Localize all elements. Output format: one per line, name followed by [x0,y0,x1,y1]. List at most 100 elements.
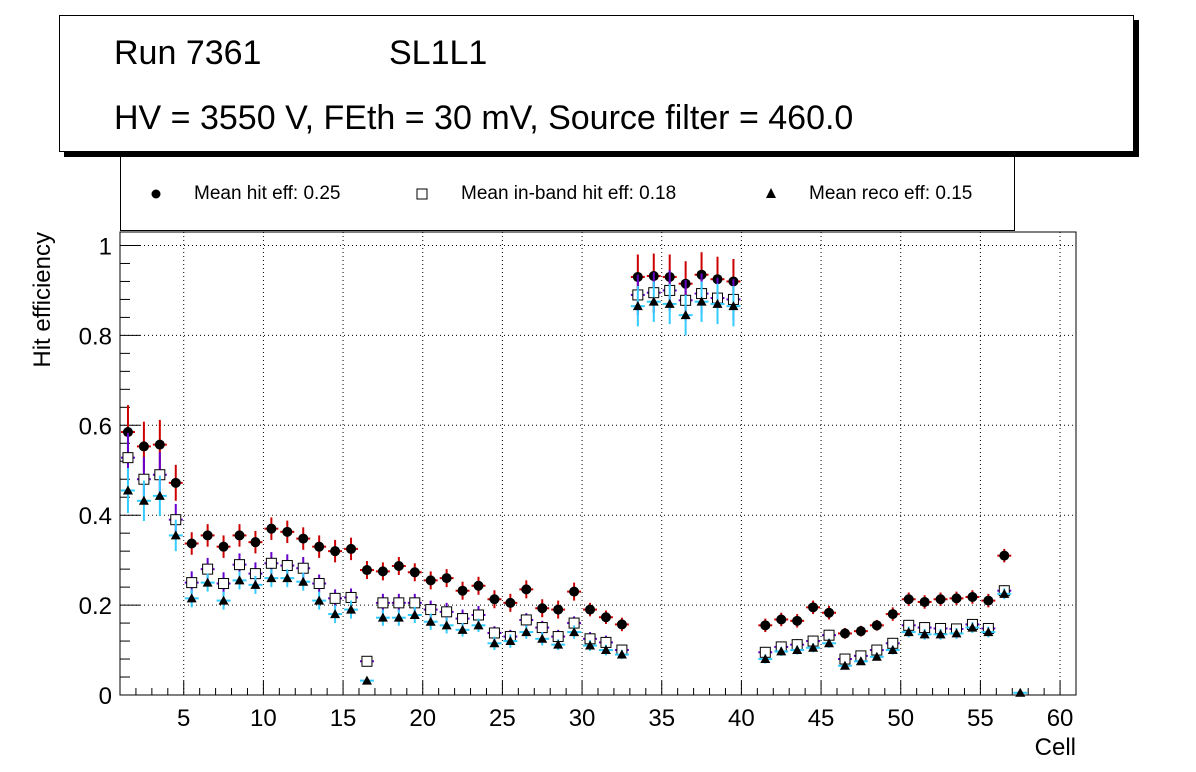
legend-inband-label: Mean in-band hit eff: 0.18 [461,183,677,204]
legend-hit-marker-icon [151,189,161,199]
data-point [537,633,548,643]
data-point [218,578,230,590]
data-point [776,614,787,625]
data-point [999,550,1010,561]
data-point [330,546,341,557]
data-point [202,577,213,587]
data-point [489,594,500,605]
data-point [585,604,596,615]
data-point [457,585,468,596]
x-tick-label: 40 [728,705,755,732]
data-point [377,566,388,577]
data-point [441,606,453,618]
data-point [234,559,245,571]
grid [120,232,1076,695]
data-point [266,573,277,583]
data-point [154,490,165,500]
data-point [616,619,627,630]
x-tick-label: 15 [330,705,357,732]
data-point [903,594,914,605]
data-point [393,560,404,571]
data-point [808,602,819,613]
data-point [776,646,787,656]
y-tick-label: 0.8 [79,323,112,350]
data-point [234,575,245,585]
data-point [616,649,627,659]
data-point [792,645,803,655]
data-point [887,645,898,655]
x-tick-label: 30 [569,705,596,732]
data-point [600,645,611,655]
data-point [792,615,803,626]
data-point [728,301,739,311]
plot-frame [119,231,1077,696]
data-point [218,541,229,552]
data-point [935,594,946,605]
data-point [409,597,421,609]
data-point [521,584,532,595]
data-point [154,439,165,450]
data-point [520,614,532,626]
data-point [553,604,564,615]
data-point [919,596,930,607]
data-point [314,595,325,605]
data-point [983,627,994,637]
data-point [202,563,214,575]
data-point [488,627,500,639]
run-label: Run 7361 [114,34,262,72]
data-point [313,578,325,590]
data-point [377,612,388,622]
data-point [983,595,994,606]
data-point [808,642,819,652]
data-point [521,627,532,637]
data-point [967,592,978,603]
data-point [186,538,197,549]
data-point [839,628,850,639]
data-point [839,660,850,670]
data-point [664,298,675,308]
data-point [600,612,611,623]
data-point [505,636,516,646]
data-point [250,579,261,589]
data-point [951,593,962,604]
x-tick-label: 25 [489,705,516,732]
y-axis-title: Hit efficiency [29,232,56,368]
axes: 5 10 15 20 25 30 35 40 45 50 55 60 0 0.2 0.4 0.6 0.8 1 [79,233,1077,732]
data-point [281,560,293,572]
data-point [122,427,133,438]
data-point [871,651,882,661]
data-point [999,588,1010,598]
x-tick-label: 20 [409,705,436,732]
legend-hit-label: Mean hit eff: 0.25 [194,183,341,204]
data-point [903,627,914,637]
legend-box [120,157,1015,231]
data-point [489,638,500,648]
series-2 [121,281,1028,697]
data-point [234,530,245,541]
legend-inband-marker-icon [416,188,428,200]
data-point [871,620,882,631]
data-point [377,597,389,609]
data-point [186,593,197,603]
title-box [59,15,1134,152]
data-point [425,575,436,586]
data-point [346,604,357,614]
data-point [919,629,930,639]
legend-reco-marker-icon [766,188,776,198]
data-point [457,613,469,625]
data-point [696,296,707,306]
data-point [409,609,420,619]
data-point [202,530,213,541]
data-point [329,592,341,604]
data-point [824,638,835,648]
y-tick-label: 0.2 [79,593,112,620]
x-tick-label: 60 [1047,705,1074,732]
data-point [760,620,771,631]
data-point [393,612,404,622]
data-point [536,622,548,634]
x-axis-title: Cell [1035,734,1076,761]
data-point [824,607,835,618]
data-point [951,628,962,638]
x-tick-label: 10 [250,705,277,732]
